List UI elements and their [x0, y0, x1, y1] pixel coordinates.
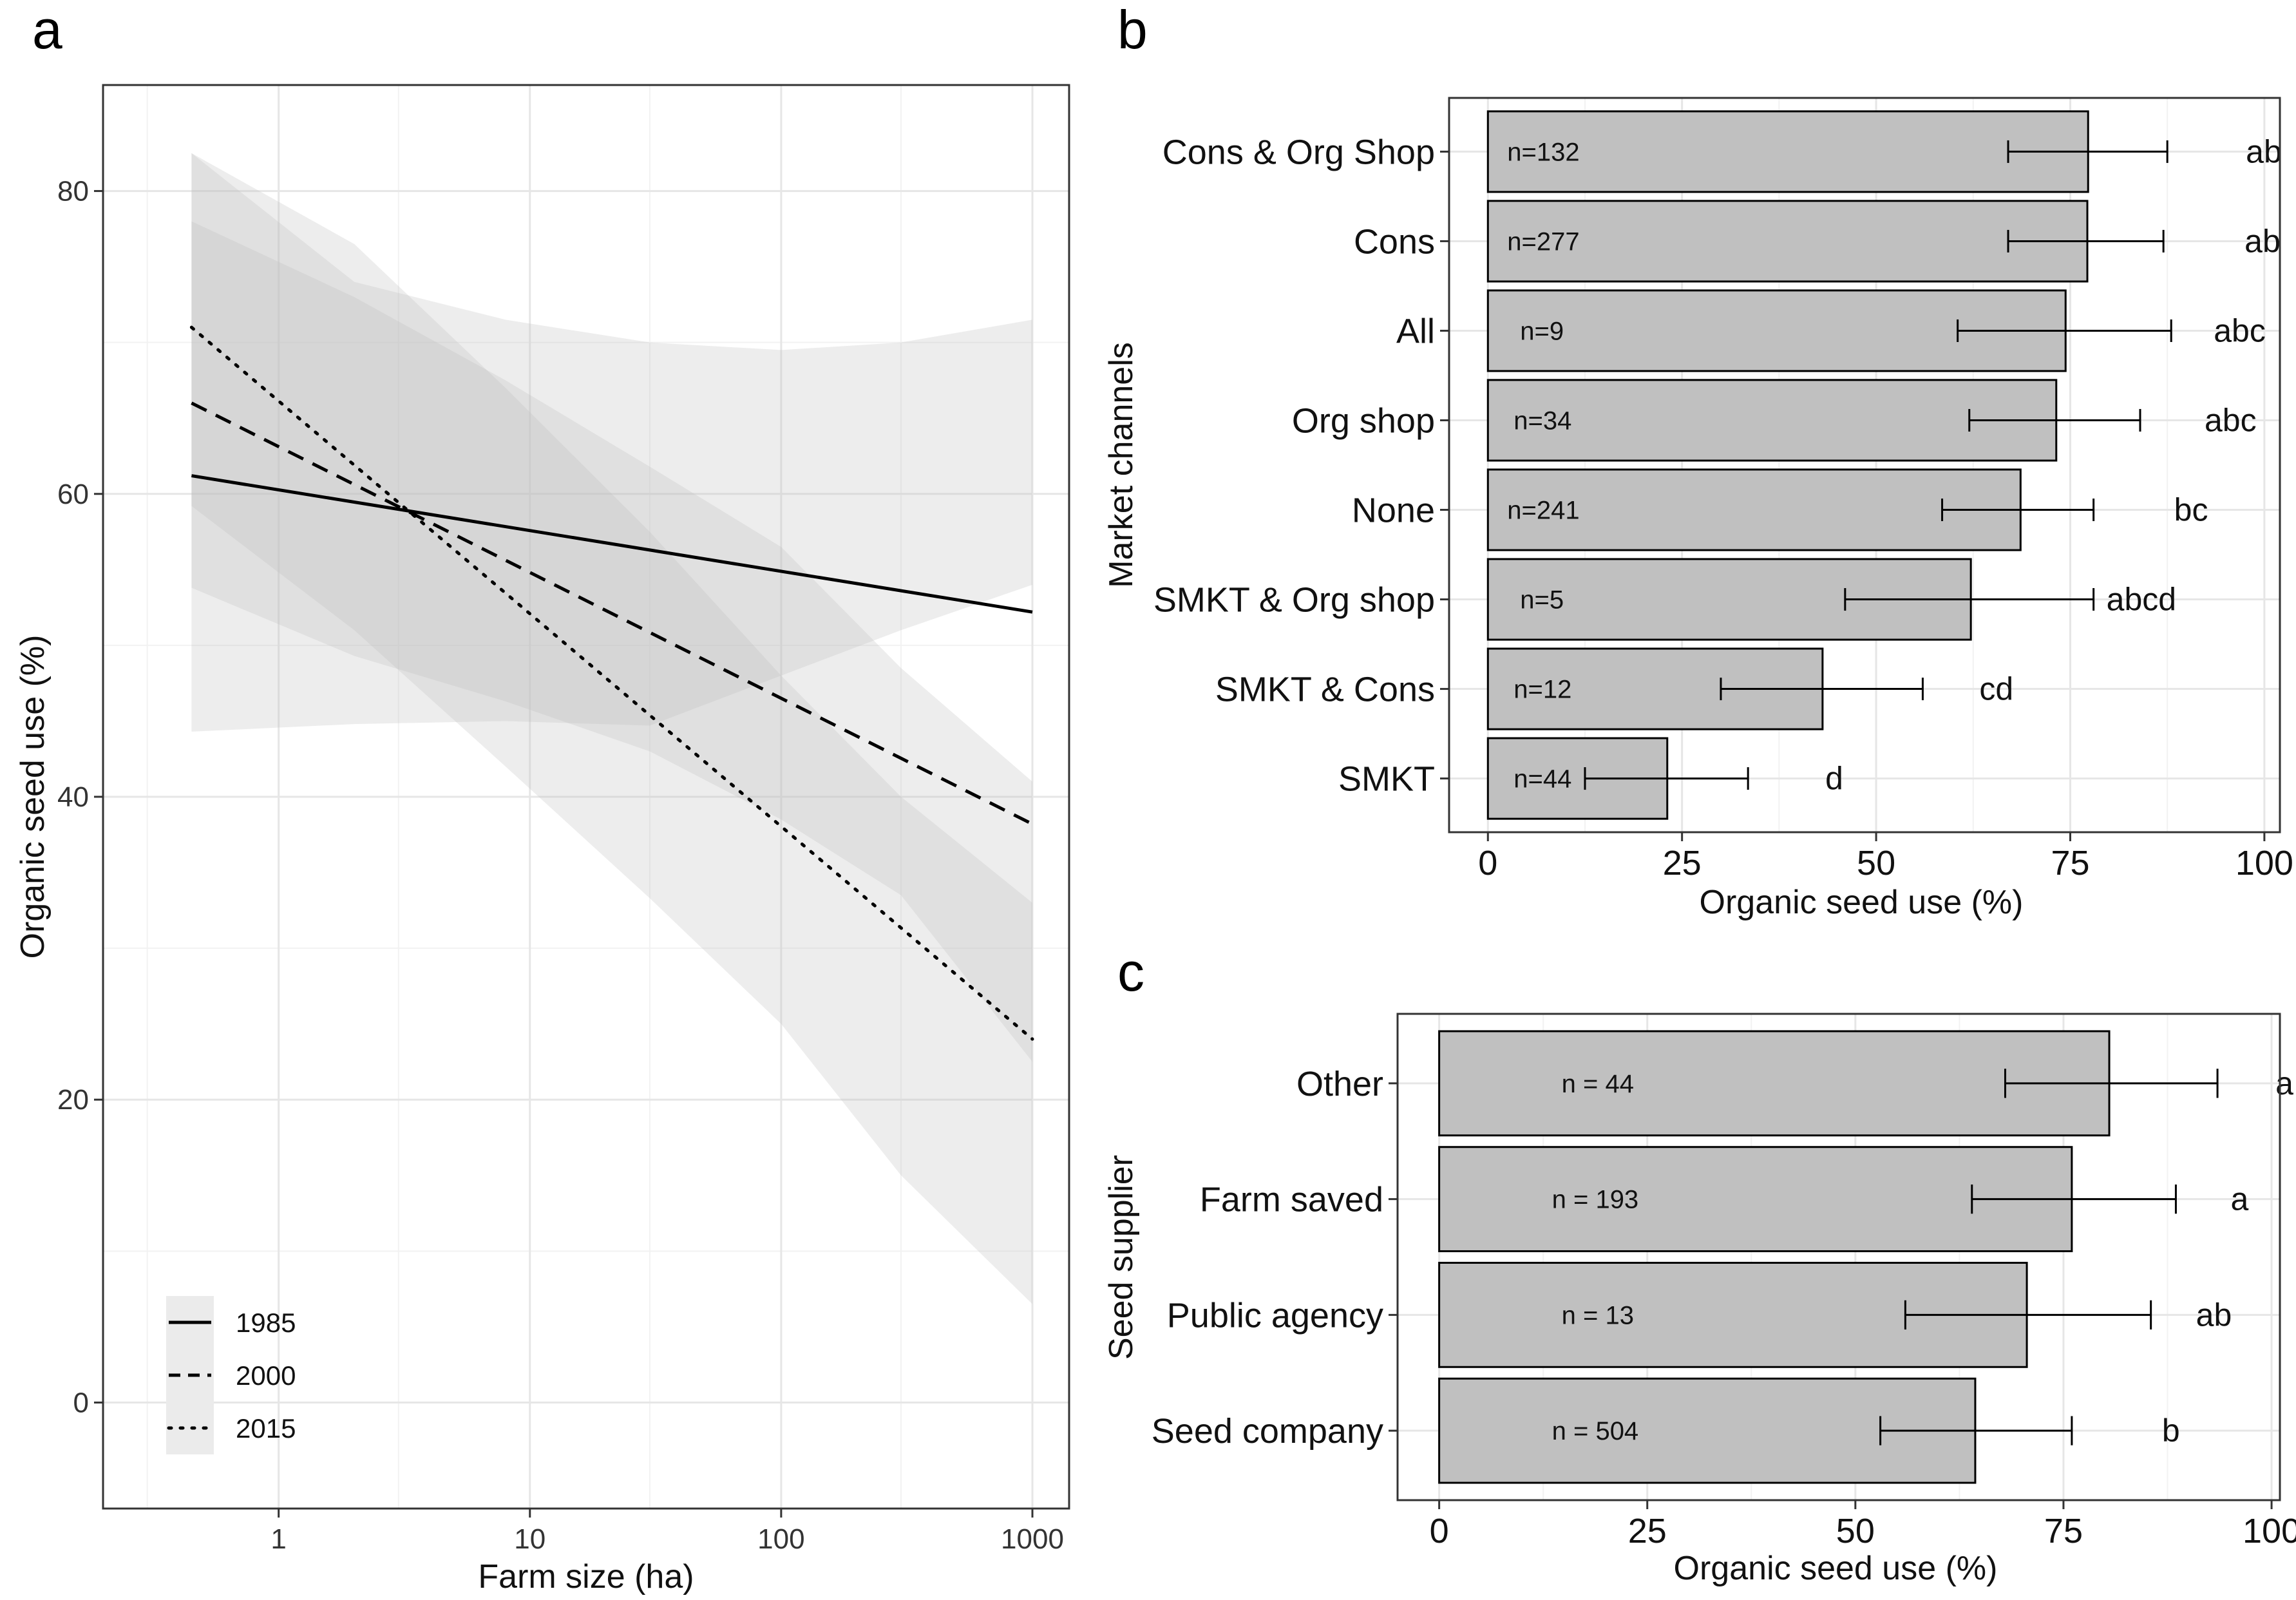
significance-letter: cd: [1979, 671, 2013, 707]
confidence-band-2000: [191, 221, 1032, 1062]
line-2000: [191, 401, 1034, 826]
y-tick-label: 60: [57, 479, 89, 510]
y-tick-label: 40: [57, 781, 89, 813]
legend-label-2015: 2015: [236, 1413, 296, 1443]
bar-1: [1438, 1146, 2073, 1253]
significance-letter: a: [2275, 1065, 2293, 1101]
market-channel-category-label: SMKT & Org shop: [1153, 581, 1435, 620]
bar-0: [1486, 110, 2089, 193]
x-tick-label: 100: [2243, 1512, 2296, 1550]
significance-letter: ab: [2246, 133, 2282, 169]
significance-letter: ab: [2244, 223, 2281, 259]
x-tick-label: 75: [2051, 844, 2089, 882]
n-label: n=132: [1507, 138, 1579, 166]
panel-a-y-title: Organic seed use (%): [14, 635, 52, 959]
panel-a-x-ticks: 1 10 100 1000: [270, 1509, 1064, 1555]
significance-letter: bc: [2174, 492, 2208, 528]
market-channel-category-label: All: [1396, 312, 1435, 350]
significance-letter: ab: [2196, 1297, 2232, 1333]
seed-supplier-category-label: Seed company: [1152, 1412, 1383, 1451]
panel-c-axes: 0 25 50 75 100 Other Farm saved Public agency Se…: [1152, 1065, 2296, 1550]
panel-b: n=132 ab n=277 ab n=9 abc n=34 abc n=241 bc n=5 abc…: [1103, 97, 2293, 921]
market-channel-category-label: None: [1352, 491, 1435, 530]
n-label: n = 13: [1562, 1301, 1634, 1329]
panel-c-bars: n = 44 a n = 193 a n = 13 ab n = 504 b: [1438, 1030, 2293, 1484]
n-label: n=44: [1513, 765, 1571, 794]
panel-a-grid: [103, 85, 1069, 1509]
significance-letter: abc: [2205, 402, 2257, 438]
significance-letter: b: [2162, 1413, 2180, 1449]
panel-c: n = 44 a n = 193 a n = 13 ab n = 504 b 0 25 50 75 1…: [1103, 1013, 2296, 1587]
panel-b-plot-border: [1448, 97, 2281, 833]
panel-a: 1 10 100 1000 0 20 40 60 80 Farm size (ha) Orga…: [14, 84, 1070, 1595]
line-2015: [189, 325, 1034, 1041]
confidence-band-2015: [191, 153, 1032, 1304]
y-tick-label: 80: [57, 176, 89, 207]
panel-a-confidence-bands: [191, 153, 1032, 1304]
market-channel-category-label: Org shop: [1292, 401, 1435, 440]
x-tick-label: 10: [514, 1523, 546, 1555]
x-tick-label: 0: [1430, 1512, 1449, 1550]
panel-b-bars: n=132 ab n=277 ab n=9 abc n=34 abc n=241 bc n=5 abc…: [1486, 110, 2282, 820]
panel-b-y-title: Market channels: [1103, 342, 1140, 588]
line-1985: [191, 474, 1033, 614]
x-tick-label: 25: [1663, 844, 1702, 882]
market-channel-category-label: SMKT & Cons: [1215, 671, 1435, 709]
panel-a-regression-lines: [189, 325, 1034, 1041]
bar-4: [1486, 468, 2022, 551]
panel-a-legend: 1985 2000 2015: [166, 1296, 296, 1454]
bar-3: [1486, 379, 2058, 462]
n-label: n=34: [1513, 406, 1571, 435]
x-tick-label: 100: [2235, 844, 2293, 882]
n-label: n=241: [1507, 497, 1579, 525]
n-label: n=12: [1513, 676, 1571, 704]
panel-letter-c: c: [1117, 942, 1144, 1002]
n-label: n=9: [1520, 317, 1564, 345]
seed-supplier-category-label: Other: [1296, 1065, 1383, 1103]
x-tick-label: 50: [1857, 844, 1895, 882]
panel-a-x-title: Farm size (ha): [478, 1558, 694, 1595]
y-tick-label: 0: [73, 1387, 89, 1418]
x-tick-label: 25: [1628, 1512, 1667, 1550]
market-channel-category-label: SMKT: [1338, 760, 1435, 799]
panel-c-plot-border: [1396, 1013, 2281, 1501]
significance-letter: abc: [2214, 312, 2266, 348]
market-channel-category-label: Cons & Org Shop: [1162, 133, 1435, 171]
significance-letter: abcd: [2107, 582, 2176, 618]
x-tick-label: 100: [757, 1523, 804, 1555]
market-channel-category-label: Cons: [1354, 222, 1435, 261]
x-tick-label: 0: [1478, 844, 1497, 882]
confidence-band-1985: [191, 153, 1032, 732]
panel-letter-a: a: [32, 0, 62, 60]
n-label: n = 504: [1552, 1417, 1639, 1445]
n-label: n = 44: [1562, 1070, 1634, 1098]
panel-a-y-ticks: 0 20 40 60 80: [57, 176, 103, 1418]
panel-c-y-title: Seed supplier: [1103, 1155, 1140, 1360]
x-tick-label: 1: [270, 1523, 286, 1555]
n-label: n=277: [1507, 227, 1579, 256]
panel-b-axes: 0 25 50 75 100 Cons & Org Shop Cons All Org shop…: [1153, 133, 2293, 882]
legend-label-2000: 2000: [236, 1360, 296, 1391]
significance-letter: a: [2230, 1181, 2248, 1217]
seed-supplier-category-label: Public agency: [1167, 1296, 1383, 1335]
significance-letter: d: [1825, 761, 1843, 797]
x-tick-label: 75: [2044, 1512, 2083, 1550]
x-tick-label: 50: [1836, 1512, 1875, 1550]
panel-letter-b: b: [1117, 0, 1148, 60]
bar-1: [1486, 200, 2089, 283]
y-tick-label: 20: [57, 1084, 89, 1116]
panel-c-x-title: Organic seed use (%): [1674, 1550, 1998, 1587]
x-tick-label: 1000: [1001, 1523, 1064, 1555]
panel-b-x-title: Organic seed use (%): [1700, 884, 2024, 921]
legend-label-1985: 1985: [236, 1308, 296, 1338]
seed-supplier-category-label: Farm saved: [1200, 1181, 1383, 1219]
n-label: n = 193: [1552, 1186, 1639, 1214]
n-label: n=5: [1520, 586, 1564, 614]
bar-0: [1438, 1030, 2111, 1137]
